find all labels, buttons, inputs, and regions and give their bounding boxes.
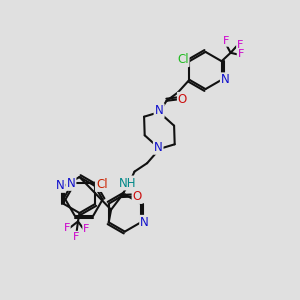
Text: F: F	[83, 224, 90, 234]
Text: O: O	[178, 93, 187, 106]
Text: F: F	[63, 223, 70, 233]
Text: F: F	[237, 40, 243, 50]
Text: N: N	[140, 216, 149, 229]
Text: N: N	[56, 179, 65, 192]
Text: N: N	[154, 141, 163, 154]
Text: NH: NH	[119, 176, 136, 190]
Text: N: N	[67, 177, 76, 190]
Text: F: F	[223, 36, 229, 46]
Text: F: F	[238, 49, 244, 59]
Text: N: N	[155, 104, 164, 117]
Text: Cl: Cl	[177, 53, 189, 66]
Text: F: F	[73, 232, 80, 242]
Text: Cl: Cl	[96, 178, 107, 191]
Text: N: N	[221, 73, 230, 86]
Text: O: O	[133, 190, 142, 203]
Text: N: N	[155, 104, 164, 117]
